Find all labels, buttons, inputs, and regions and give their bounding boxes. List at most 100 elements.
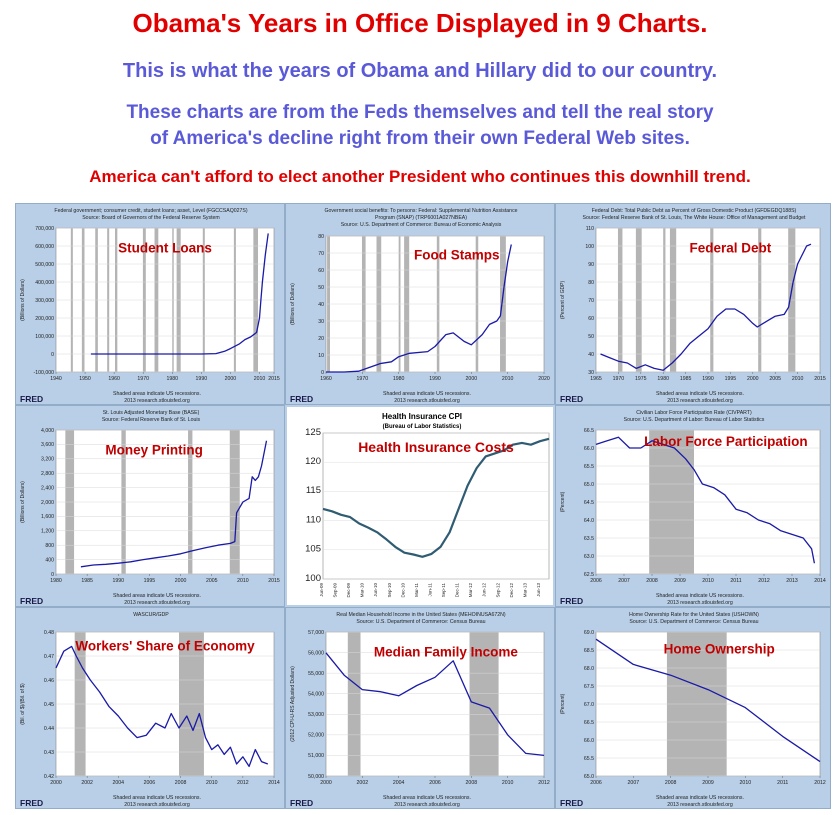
- source-title-2: Program (SNAP) (TRP6001A027NBEA): [375, 215, 467, 221]
- x-tick-label: 2006: [144, 780, 156, 786]
- y-axis-label: (Billions of Dollars): [290, 283, 296, 325]
- source-title: Government social benefits: To persons: …: [324, 208, 517, 214]
- chart-svg: St. Louis Adjusted Monetary Base (BASE)S…: [20, 410, 280, 606]
- x-tick-label: 2008: [175, 780, 187, 786]
- x-tick-label: 2008: [665, 780, 677, 786]
- y-tick-label: 400: [45, 557, 54, 563]
- y-tick-label: 10: [318, 353, 324, 359]
- y-tick-label: 1,200: [41, 529, 54, 535]
- source-line: Source: U.S. Department of Commerce: Cen…: [356, 619, 485, 625]
- series-line: [90, 233, 269, 355]
- x-tick-label: 1985: [680, 376, 692, 382]
- x-tick-label: Mar-13: [522, 583, 527, 598]
- y-axis-label: (2012 CPI-U-RS Adjusted Dollars): [290, 666, 296, 742]
- fred-logo: FRED: [20, 798, 43, 808]
- y-tick-label: 53,000: [308, 712, 324, 718]
- y-tick-label: 51,000: [308, 753, 324, 759]
- y-tick-label: 55,000: [308, 671, 324, 677]
- y-tick-label: 0.47: [44, 654, 54, 660]
- x-tick-label: 2006: [429, 780, 441, 786]
- description-line-1: These charts are from the Feds themselve…: [126, 102, 714, 123]
- chart-svg: WASCUR/GDP 0.42 0.43 0.44 0.45 0.46 0.47 0.48 20…: [20, 612, 280, 808]
- x-tick-label: 2009: [702, 780, 714, 786]
- footer-source-url: 2013 research.stlouisfed.org: [667, 802, 733, 808]
- fred-logo: FRED: [290, 394, 313, 404]
- chart-annotation: Health Insurance Costs: [358, 439, 514, 455]
- y-tick-label: 20: [318, 336, 324, 342]
- y-tick-label: 200,000: [35, 316, 54, 322]
- x-tick-label: 2007: [628, 780, 640, 786]
- recession-bar: [469, 632, 499, 776]
- footer-recession-note: Shaded areas indicate US recessions.: [656, 593, 744, 599]
- y-tick-label: 67.5: [584, 684, 594, 690]
- x-tick-label: 2000: [175, 578, 187, 584]
- y-axis-label: (Percent of GDP): [560, 281, 566, 320]
- series-line: [325, 652, 545, 757]
- source-line: Source: Federal Reserve Bank of St. Loui…: [102, 417, 201, 423]
- series-line: [600, 243, 812, 371]
- x-tick-label: 2011: [730, 578, 741, 584]
- y-tick-label: 500,000: [35, 262, 54, 268]
- x-tick-label: 2015: [814, 376, 826, 382]
- y-tick-label: 65.5: [584, 464, 594, 470]
- chart-annotation: Median Family Income: [374, 644, 519, 659]
- chart-svg: Federal government; consumer credit, stu…: [20, 208, 280, 404]
- y-tick-label: 600,000: [35, 244, 54, 250]
- x-tick-label: 1990: [702, 376, 714, 382]
- x-tick-label: Mar-11: [414, 583, 419, 597]
- x-tick-label: Dec-11: [455, 583, 460, 598]
- y-tick-label: 52,000: [308, 733, 324, 739]
- y-tick-label: 100: [585, 244, 594, 250]
- y-tick-label: 0.46: [44, 678, 54, 684]
- x-tick-label: 2006: [590, 780, 602, 786]
- x-tick-label: 1980: [166, 376, 178, 382]
- y-tick-label: 0: [51, 572, 54, 578]
- x-tick-label: 2010: [702, 578, 714, 584]
- series-line: [322, 437, 550, 558]
- x-tick-label: 2005: [769, 376, 781, 382]
- series-line: [326, 244, 512, 373]
- x-tick-label: Dec-09: [346, 583, 351, 598]
- series-line: [55, 645, 269, 768]
- x-tick-label: 1975: [635, 376, 647, 382]
- x-tick-label: Dec-12: [509, 583, 514, 598]
- fred-logo: FRED: [20, 394, 43, 404]
- source-line: Source: Board of Governors of the Federa…: [82, 215, 220, 221]
- y-tick-label: 0: [51, 352, 54, 358]
- x-tick-label: 2000: [225, 376, 237, 382]
- x-tick-label: Jun-09: [319, 583, 324, 597]
- x-tick-label: 2004: [393, 780, 405, 786]
- footer-recession-note: Shaded areas indicate US recessions.: [113, 593, 201, 599]
- x-tick-label: 2007: [618, 578, 630, 584]
- y-tick-label: 110: [586, 226, 594, 232]
- y-tick-label: 80: [318, 234, 324, 240]
- source-title: St. Louis Adjusted Monetary Base (BASE): [103, 410, 200, 416]
- y-tick-label: 100: [305, 573, 321, 584]
- chart-grid: Federal government; consumer credit, stu…: [15, 203, 833, 809]
- x-tick-label: Mar-12: [468, 583, 473, 598]
- fred-logo: FRED: [560, 798, 583, 808]
- x-tick-label: 2010: [237, 578, 249, 584]
- x-tick-label: Jun-13: [536, 583, 541, 597]
- y-tick-label: 50: [318, 285, 324, 291]
- chart-annotation: Student Loans: [118, 240, 212, 255]
- x-tick-label: 2010: [792, 376, 804, 382]
- x-tick-label: 2005: [206, 578, 218, 584]
- x-tick-label: 1950: [79, 376, 91, 382]
- chart-annotation: Home Ownership: [664, 642, 775, 657]
- x-tick-label: Jun-12: [482, 583, 487, 597]
- y-axis-label: (Billions of Dollars): [20, 279, 26, 321]
- x-tick-label: 2012: [814, 780, 826, 786]
- footer-source-url: 2013 research.stlouisfed.org: [124, 398, 190, 404]
- footer-recession-note: Shaded areas indicate US recessions.: [383, 795, 471, 801]
- footer-source-url: 2013 research.stlouisfed.org: [124, 600, 190, 606]
- x-tick-label: 2000: [320, 780, 332, 786]
- x-tick-label: 2009: [674, 578, 686, 584]
- y-tick-label: 80: [588, 280, 594, 286]
- chart-panel-4: St. Louis Adjusted Monetary Base (BASE) S…: [15, 405, 285, 607]
- y-axis-label: (Percent): [560, 491, 566, 512]
- y-tick-label: 70: [318, 251, 324, 257]
- fred-logo: FRED: [290, 798, 313, 808]
- x-tick-label: 2006: [590, 578, 602, 584]
- source-title: WASCUR/GDP: [133, 612, 169, 618]
